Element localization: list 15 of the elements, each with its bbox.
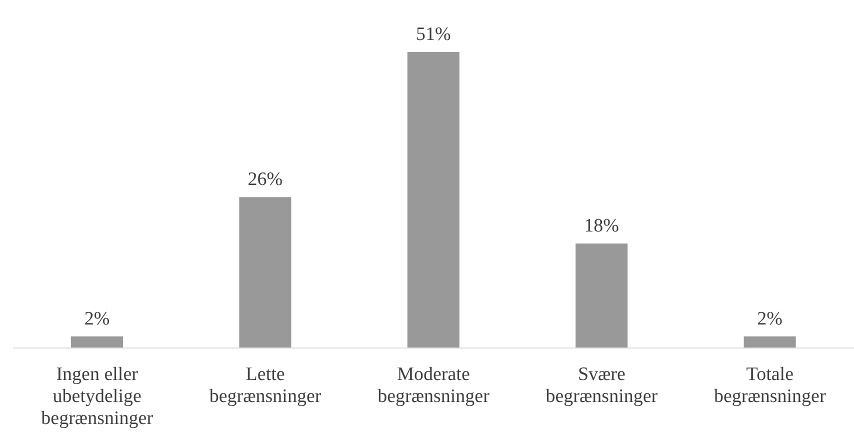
x-tick-label: Lette begrænsninger (209, 364, 322, 407)
bar (71, 336, 123, 348)
data-label: 51% (416, 24, 451, 45)
x-tick-label: Totale begrænsninger (714, 364, 826, 407)
bar (239, 197, 292, 348)
data-label: 26% (248, 169, 283, 190)
data-label: 2% (84, 308, 110, 330)
bar (744, 336, 796, 348)
x-tick-label: Moderate begrænsninger (378, 364, 490, 407)
x-tick-label: Ingen eller ubetydelige begrænsninger (41, 364, 154, 429)
data-label: 2% (757, 308, 783, 330)
bar (407, 52, 460, 348)
x-tick-label: Svære begrænsninger (546, 364, 658, 407)
bar (576, 244, 628, 348)
data-label: 18% (584, 216, 620, 237)
